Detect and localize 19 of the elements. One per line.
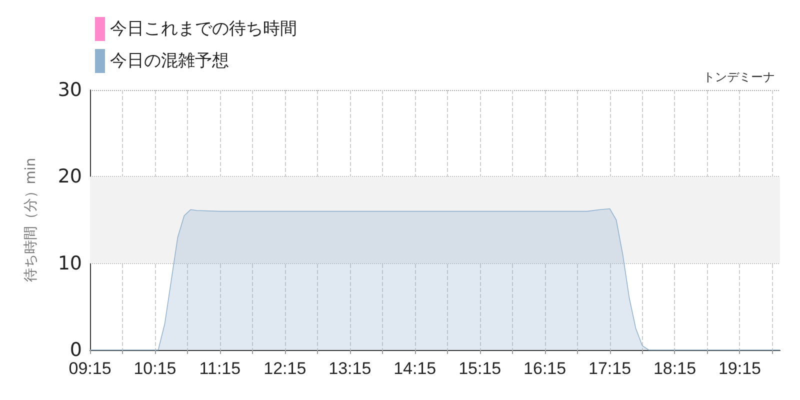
x-tick-label: 16:15	[524, 359, 566, 378]
legend-label: 今日の混雑予想	[110, 51, 229, 71]
x-tick-label: 10:15	[134, 359, 176, 378]
x-tick-label: 11:15	[199, 359, 241, 378]
legend-label: 今日これまでの待ち時間	[110, 19, 297, 39]
x-tick-label: 14:15	[394, 359, 436, 378]
x-tick-label: 12:15	[264, 359, 306, 378]
x-tick-label: 17:15	[588, 359, 632, 378]
y-tick-label: 0	[70, 339, 82, 361]
x-tick-label: 18:15	[653, 359, 696, 378]
x-tick-label: 13:15	[328, 359, 372, 378]
chart-title: トンデミーナ	[703, 70, 775, 84]
y-tick-label: 10	[58, 252, 82, 274]
x-tick-label: 19:15	[718, 359, 761, 378]
y-tick-label: 30	[58, 79, 82, 101]
x-tick-label: 15:15	[458, 359, 502, 378]
y-axis-title: 待ち時間（分）min	[23, 158, 39, 282]
y-tick-label: 20	[58, 166, 82, 188]
x-tick-label: 09:15	[68, 359, 112, 378]
